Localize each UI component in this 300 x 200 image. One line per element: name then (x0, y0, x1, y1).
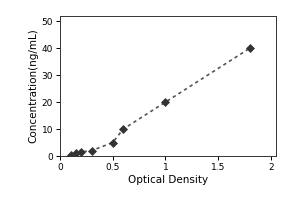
Y-axis label: Concentration(ng/mL): Concentration(ng/mL) (29, 29, 39, 143)
X-axis label: Optical Density: Optical Density (128, 175, 208, 185)
